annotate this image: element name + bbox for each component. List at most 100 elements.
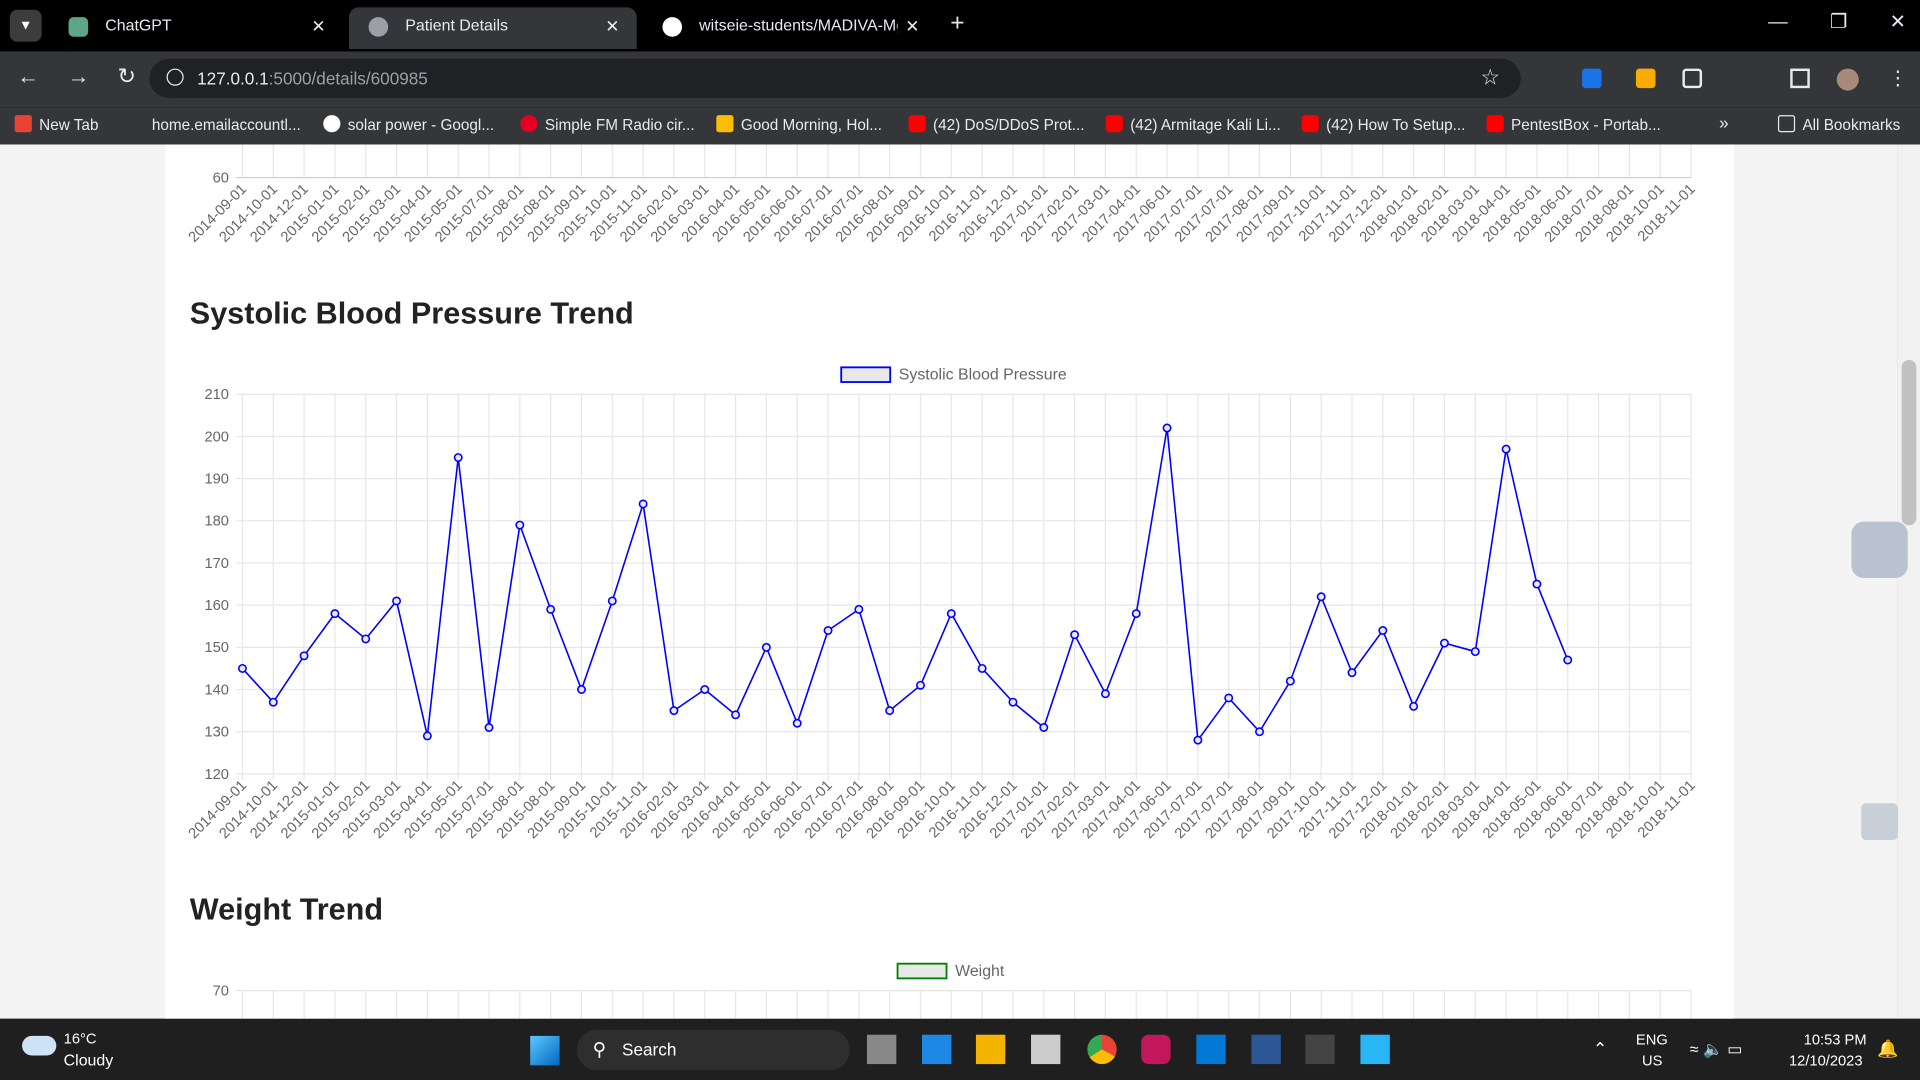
search-box[interactable] (576, 1029, 850, 1071)
scrollbar-thumb[interactable] (1901, 360, 1917, 526)
menu-button[interactable]: ⋮ (1888, 68, 1908, 90)
y-tick-label: 160 (204, 598, 229, 614)
tab-close[interactable]: ✕ (605, 15, 620, 36)
bookmarks-bar (0, 107, 1920, 145)
data-point (546, 604, 556, 614)
legend-swatch (840, 366, 892, 383)
chart-heading: Weight Trend (190, 893, 383, 927)
tray-icons[interactable]: ≈ 🔈 ▭ (1689, 1039, 1743, 1058)
data-point (854, 604, 864, 614)
bookmark[interactable]: New Tab (14, 115, 99, 133)
bookmark-icon (908, 115, 926, 133)
nav-buttons[interactable]: ← → ↻ (17, 63, 137, 89)
tab-search-button[interactable]: ▼ (9, 9, 42, 42)
bookmark[interactable]: (42) DoS/DDoS Prot... (908, 115, 1084, 133)
app-icon[interactable] (1031, 1034, 1061, 1065)
bookmark-label: home.emailaccountl... (151, 116, 301, 134)
bookmark[interactable]: (42) How To Setup... (1301, 115, 1465, 133)
bookmark-icon (127, 115, 145, 133)
data-point (361, 634, 371, 644)
bookmark[interactable]: home.emailaccountl... (127, 115, 301, 134)
url: 127.0.0.1:5000/details/600985 (197, 69, 428, 89)
clock-time[interactable]: 10:53 PM (1803, 1031, 1867, 1049)
language[interactable]: ENG (1635, 1031, 1668, 1049)
app-icon[interactable] (1196, 1034, 1226, 1065)
data-point (1131, 609, 1141, 619)
chart-heading: Systolic Blood Pressure Trend (190, 296, 634, 330)
app-icon[interactable] (922, 1034, 952, 1065)
profile-avatar[interactable] (1836, 68, 1859, 91)
bookmark-icon (520, 115, 538, 133)
bookmark[interactable]: Good Morning, Hol... (716, 115, 882, 133)
folder-icon (1777, 115, 1796, 133)
tab[interactable]: ChatGPT ✕ (49, 7, 343, 49)
tab-icon (368, 17, 389, 37)
tab-strip (0, 0, 1920, 52)
tray-expand[interactable]: ⌃ (1593, 1038, 1608, 1058)
app-icon[interactable] (1087, 1034, 1117, 1065)
tab-title: witseie-students/MADIVA-Mgw (699, 15, 917, 35)
tab-active[interactable]: Patient Details ✕ (348, 7, 637, 49)
extensions-button[interactable] (1682, 68, 1703, 89)
bookmark-label: solar power - Googl... (347, 116, 495, 134)
y-tick-label: 190 (204, 472, 229, 488)
floating-widget[interactable] (1851, 521, 1908, 578)
extension-icon[interactable] (1582, 68, 1602, 89)
data-point (669, 706, 679, 716)
bookmark-icon (323, 115, 341, 133)
temperature: 16°C (63, 1029, 97, 1047)
data-point (1347, 668, 1357, 678)
data-point (792, 718, 802, 728)
tab-icon (68, 17, 89, 37)
site-info-icon[interactable] (166, 68, 184, 86)
data-point (237, 663, 247, 673)
legend-swatch (896, 962, 948, 980)
data-point (761, 642, 771, 652)
bookmark-icon (1105, 115, 1123, 133)
window-controls[interactable]: — ❐ ✕ (1768, 12, 1907, 34)
data-point (885, 706, 895, 716)
bookmark-icon (14, 115, 32, 133)
tab-close[interactable]: ✕ (311, 15, 326, 36)
tab[interactable]: witseie-students/MADIVA-Mgw ✕ (643, 7, 937, 49)
notifications[interactable]: 🔔 (1877, 1038, 1899, 1058)
y-tick-label: 130 (204, 725, 229, 741)
bookmark[interactable]: (42) Armitage Kali Li... (1105, 115, 1281, 133)
y-tick-label: 60 (213, 170, 229, 186)
bookmark[interactable]: solar power - Googl... (323, 115, 494, 133)
data-point (1501, 444, 1511, 454)
start-button[interactable] (530, 1035, 560, 1066)
scrollbar[interactable] (1897, 144, 1920, 1019)
app-icon[interactable] (975, 1034, 1006, 1065)
app-icon[interactable] (1251, 1034, 1281, 1065)
app-icon[interactable] (866, 1034, 897, 1065)
bookmark[interactable]: Simple FM Radio cir... (520, 115, 695, 133)
bookmark[interactable]: PentestBox - Portab... (1486, 115, 1661, 133)
app-icon[interactable] (1305, 1034, 1335, 1065)
app-icon[interactable] (1360, 1034, 1390, 1065)
address-bar[interactable] (149, 58, 1521, 98)
bookmark-folder[interactable]: All Bookmarks (1777, 115, 1900, 133)
bookmark-star[interactable]: ☆ (1480, 64, 1501, 90)
data-point (700, 685, 710, 694)
bookmark-icon (1486, 115, 1504, 133)
data-point (1439, 638, 1449, 648)
data-point (1255, 727, 1265, 737)
taskbar-apps (866, 1034, 1406, 1067)
y-tick-label: 120 (204, 767, 229, 783)
data-point (823, 626, 833, 635)
data-point (1285, 676, 1295, 686)
floating-widget[interactable] (1861, 803, 1898, 841)
data-point (916, 680, 925, 690)
data-point (1378, 626, 1388, 635)
extension-icon[interactable] (1635, 68, 1656, 89)
new-tab-button[interactable]: + (950, 9, 965, 37)
data-point (1470, 647, 1480, 657)
tab-close[interactable]: ✕ (897, 7, 920, 45)
side-panel-button[interactable] (1790, 68, 1810, 89)
more-bookmarks[interactable]: » (1719, 112, 1729, 133)
clock-date[interactable]: 12/10/2023 (1788, 1051, 1863, 1069)
region[interactable]: US (1642, 1051, 1663, 1069)
app-icon[interactable] (1141, 1034, 1171, 1065)
